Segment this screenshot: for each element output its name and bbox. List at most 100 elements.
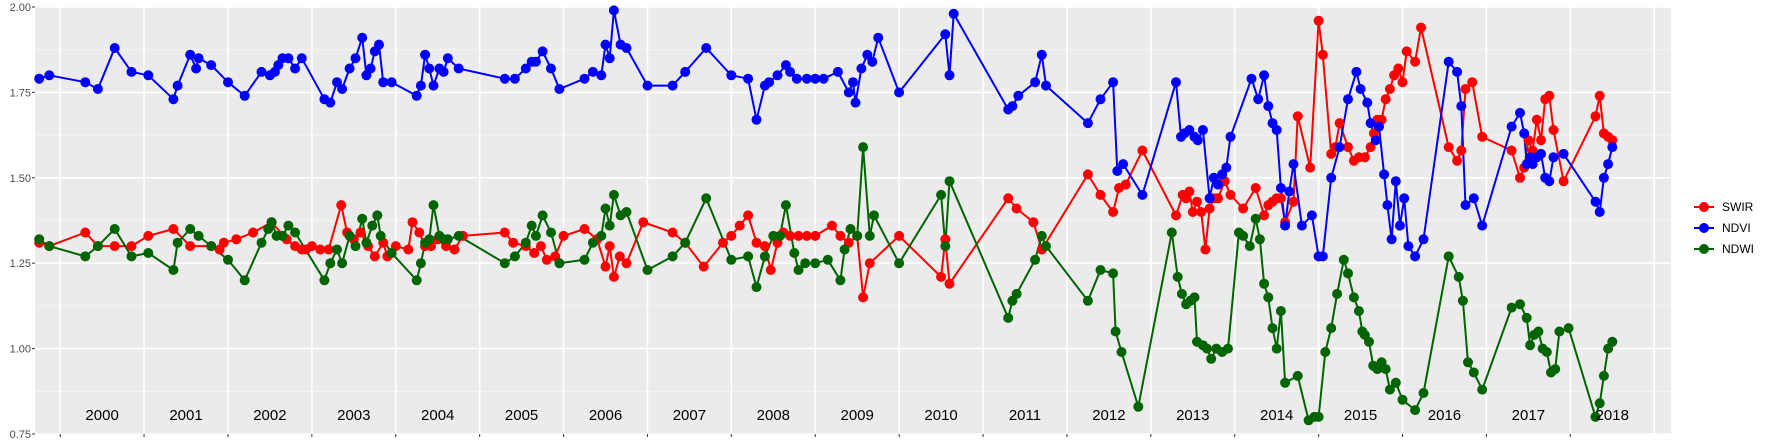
- data-point-ndvi: [680, 66, 691, 77]
- data-point-ndvi: [357, 32, 368, 43]
- data-point-ndwi: [361, 237, 372, 248]
- data-point-swir: [355, 227, 366, 238]
- data-point-swir: [858, 292, 869, 303]
- data-point-ndvi: [726, 70, 737, 81]
- data-point-ndwi: [1418, 388, 1429, 398]
- data-point-ndwi: [1410, 405, 1421, 416]
- data-point-ndwi: [34, 234, 45, 245]
- legend-label: SWIR: [1722, 200, 1754, 214]
- data-point-ndvi: [1334, 142, 1345, 153]
- data-point-ndvi: [1519, 128, 1530, 139]
- data-point-ndwi: [1110, 326, 1121, 337]
- data-point-ndvi: [1390, 176, 1401, 187]
- data-point-ndwi: [1468, 367, 1479, 378]
- data-point-ndvi: [420, 49, 431, 60]
- data-point-ndvi: [1275, 183, 1286, 193]
- data-point-ndvi: [530, 56, 541, 67]
- data-point-ndwi: [1223, 343, 1233, 354]
- legend-label: NDWI: [1722, 242, 1754, 256]
- data-point-swir: [944, 278, 955, 289]
- data-point-ndvi: [1259, 70, 1270, 81]
- data-point-ndwi: [1041, 241, 1051, 252]
- data-point-ndwi: [1250, 213, 1261, 224]
- data-point-ndwi: [894, 258, 905, 269]
- data-point-swir: [1397, 77, 1408, 88]
- data-point-ndwi: [1189, 292, 1200, 303]
- data-point-ndwi: [587, 237, 598, 248]
- data-point-swir: [1477, 131, 1488, 142]
- data-point-ndvi: [296, 53, 307, 64]
- data-point-ndwi: [1533, 326, 1544, 337]
- data-point-ndwi: [1477, 384, 1488, 395]
- data-point-ndwi: [350, 241, 361, 252]
- data-point-swir: [801, 230, 812, 241]
- data-point-ndvi: [856, 63, 867, 74]
- data-point-ndwi: [1254, 234, 1265, 245]
- data-point-ndwi: [1238, 230, 1249, 241]
- data-point-ndvi: [411, 90, 422, 101]
- year-label: 2010: [924, 407, 957, 424]
- data-point-swir: [765, 265, 776, 275]
- data-point-ndvi: [1594, 207, 1605, 217]
- data-point-swir: [1515, 172, 1525, 183]
- data-point-swir: [1200, 244, 1211, 255]
- data-point-ndwi: [537, 210, 548, 221]
- data-point-ndvi: [608, 5, 619, 16]
- data-point-swir: [306, 241, 317, 252]
- year-label: 2001: [169, 407, 202, 424]
- year-label: 2015: [1344, 407, 1377, 424]
- data-point-ndvi: [374, 39, 384, 50]
- data-point-ndvi: [1607, 142, 1618, 153]
- data-point-ndwi: [1521, 312, 1532, 323]
- data-point-ndvi: [1355, 84, 1366, 94]
- data-point-ndwi: [1108, 268, 1119, 279]
- data-point-swir: [143, 230, 154, 241]
- data-point-ndvi: [810, 73, 821, 84]
- data-point-ndwi: [367, 220, 378, 231]
- data-point-ndwi: [442, 234, 453, 245]
- data-point-ndvi: [1288, 159, 1299, 170]
- data-point-ndwi: [530, 230, 541, 241]
- legend-key-marker: [1699, 202, 1709, 212]
- data-point-ndvi: [701, 43, 712, 53]
- data-point-ndwi: [1259, 278, 1270, 289]
- data-point-swir: [1359, 152, 1370, 163]
- data-point-swir: [1204, 203, 1215, 214]
- data-point-ndvi: [1225, 131, 1236, 142]
- data-point-ndvi: [1382, 200, 1393, 211]
- data-point-ndwi: [1443, 251, 1454, 262]
- year-label: 2005: [505, 407, 538, 424]
- data-point-swir: [1594, 90, 1605, 101]
- data-point-ndwi: [1206, 353, 1217, 364]
- year-label: 2014: [1260, 407, 1293, 424]
- data-point-ndvi: [256, 66, 267, 77]
- data-point-ndvi: [1082, 118, 1093, 129]
- data-point-ndvi: [1548, 152, 1559, 163]
- data-point-swir: [403, 244, 414, 255]
- data-point-ndwi: [1202, 343, 1212, 354]
- year-label: 2017: [1512, 407, 1545, 424]
- data-point-swir: [698, 261, 709, 272]
- data-point-swir: [1288, 196, 1299, 207]
- year-label: 2007: [673, 407, 706, 424]
- legend: SWIR NDVI NDWI: [1694, 200, 1754, 256]
- data-point-swir: [126, 241, 137, 252]
- data-point-ndvi: [1326, 172, 1337, 183]
- data-point-swir: [1275, 193, 1286, 204]
- data-point-swir: [759, 241, 770, 252]
- data-point-ndvi: [1184, 125, 1195, 135]
- y-tick-label: 1.00: [10, 344, 31, 356]
- data-point-ndwi: [453, 230, 464, 241]
- data-point-swir: [535, 241, 546, 252]
- data-point-ndwi: [1095, 265, 1106, 275]
- y-tick-label: 0.75: [10, 429, 31, 441]
- data-point-ndvi: [948, 8, 959, 19]
- data-point-ndvi: [1007, 101, 1018, 112]
- data-point-ndwi: [1550, 364, 1561, 375]
- data-point-swir: [529, 248, 540, 258]
- year-label: 2000: [85, 407, 118, 424]
- data-point-ndvi: [667, 80, 678, 91]
- data-point-ndwi: [1332, 288, 1343, 299]
- data-point-ndwi: [357, 213, 368, 224]
- data-point-ndwi: [604, 220, 615, 231]
